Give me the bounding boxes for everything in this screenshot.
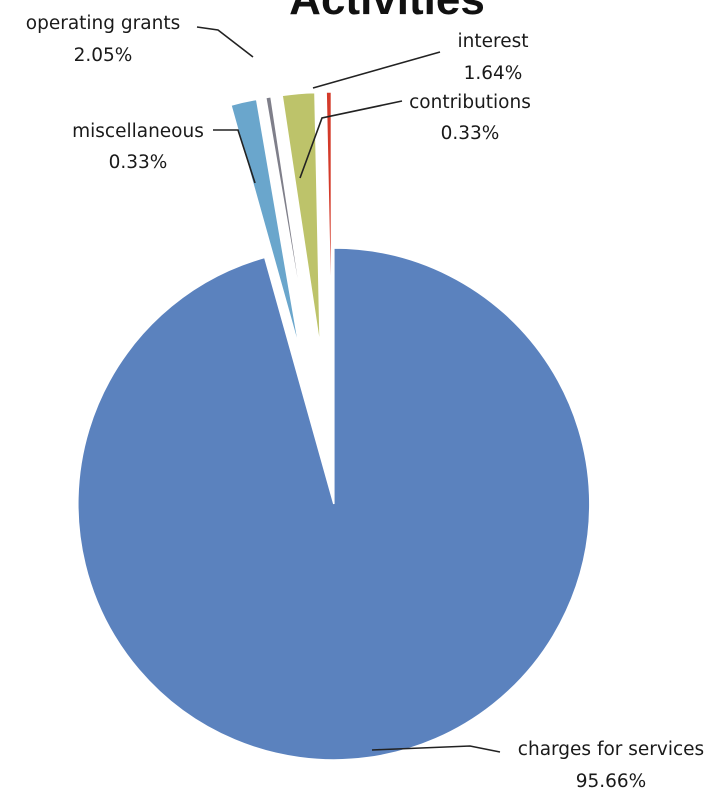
label-value-miscellaneous: 0.33% bbox=[109, 152, 168, 173]
leader-line-contributions bbox=[299, 100, 403, 179]
pie-slices bbox=[77, 91, 591, 761]
label-value-operating-grants: 2.05% bbox=[74, 45, 133, 66]
leader-lines bbox=[196, 26, 501, 753]
label-name-charges-for-services: charges for services bbox=[518, 739, 704, 760]
slice-contributions bbox=[264, 95, 310, 351]
slice-charges-for-services bbox=[77, 247, 591, 761]
leader-line-interest bbox=[312, 51, 441, 89]
leader-line-operating-grants bbox=[196, 26, 254, 58]
slice-miscellaneous bbox=[325, 91, 333, 349]
chart-title: Activities bbox=[289, 0, 485, 24]
label-name-contributions: contributions bbox=[409, 92, 531, 113]
slice-operating-grants bbox=[281, 91, 321, 349]
label-value-interest: 1.64% bbox=[464, 63, 523, 84]
label-name-operating-grants: operating grants bbox=[26, 13, 180, 34]
slice-labels: charges for services 95.66% interest 1.64% c… bbox=[26, 13, 704, 792]
label-value-charges-for-services: 95.66% bbox=[576, 771, 647, 792]
leader-line-charges-for-services bbox=[371, 745, 501, 753]
label-value-contributions: 0.33% bbox=[441, 123, 500, 144]
leader-line-miscellaneous bbox=[213, 129, 256, 184]
label-name-interest: interest bbox=[458, 31, 529, 52]
label-name-miscellaneous: miscellaneous bbox=[72, 121, 204, 142]
